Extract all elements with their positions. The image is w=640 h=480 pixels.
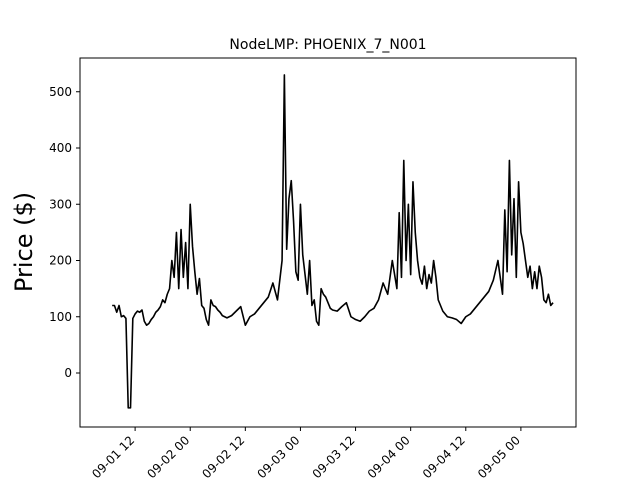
y-tick-label: 500 (49, 85, 72, 99)
y-tick-label: 200 (49, 254, 72, 268)
y-axis: 0 100 200 300 400 500 (49, 85, 80, 380)
y-tick-label: 400 (49, 141, 72, 155)
y-axis-label: Price ($) (10, 192, 38, 292)
x-tick-label: 09-05 00 (475, 433, 523, 480)
x-tick-label: 09-04 12 (420, 433, 468, 480)
plot-area-frame (79, 57, 577, 428)
series-layer (112, 74, 554, 409)
y-tick-label: 300 (49, 197, 72, 211)
x-tick-label: 09-02 12 (199, 433, 247, 480)
chart-title: NodeLMP: PHOENIX_7_N001 (229, 37, 426, 53)
y-tick-label: 0 (64, 366, 72, 380)
x-tick-label: 09-01 12 (89, 433, 137, 480)
y-tick-label: 100 (49, 310, 72, 324)
x-tick-label: 09-02 00 (144, 433, 192, 480)
x-tick-label: 09-03 00 (255, 433, 303, 480)
series-line (112, 74, 554, 409)
x-tick-label: 09-04 00 (365, 433, 413, 480)
x-axis: 09-01 12 09-02 00 09-02 12 09-03 00 09-03 12… (89, 427, 523, 480)
x-tick-label: 09-03 12 (310, 433, 358, 480)
